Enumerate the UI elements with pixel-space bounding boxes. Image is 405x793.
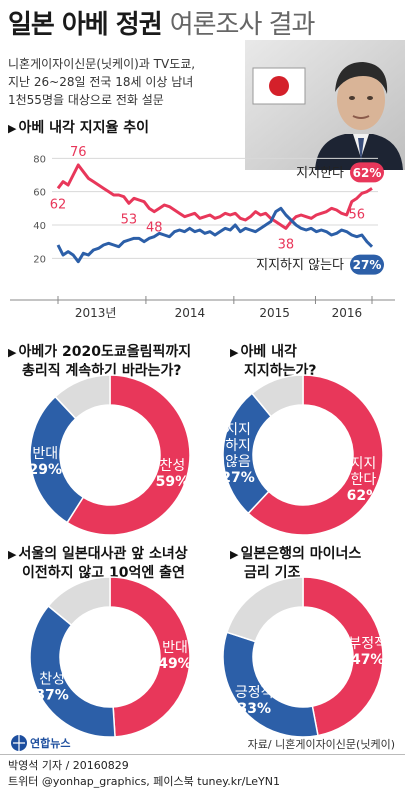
triangle-icon: ▶ <box>8 346 17 359</box>
logo-text: 연합뉴스 <box>30 736 70 750</box>
donut-title-line: 아베 내각 <box>240 344 297 360</box>
donut-title-line: 이전하지 않고 10억엔 출연 <box>22 565 185 581</box>
slice-label: 한다 <box>351 472 377 488</box>
slice-value: 33% <box>237 701 271 717</box>
slice-value: 62% <box>347 488 381 504</box>
series-line-support <box>56 163 373 230</box>
donut-slice <box>247 374 384 536</box>
slice-label: 반대 <box>162 640 188 656</box>
credit-line: 박영석 기자 / 20160829 <box>8 759 129 772</box>
end-value-label: 62% <box>353 166 382 180</box>
donut-title-line: 서울의 일본대사관 앞 소녀상 <box>18 546 188 562</box>
slice-label: 지지 <box>351 456 377 472</box>
donut-title-line: 금리 기조 <box>244 565 301 581</box>
donut-title-boj: ▶ 일본은행의 마이너스 금리 기조 <box>230 545 361 583</box>
slice-label: 지지 <box>225 422 251 438</box>
donut-slice <box>302 576 384 737</box>
source-note: 자료/ 니혼게이자이신문(닛케이) <box>247 738 395 751</box>
slice-label: 찬성 <box>39 672 65 688</box>
donut-slice <box>225 576 304 643</box>
y-tick-label: 60 <box>33 188 46 199</box>
slice-value: 29% <box>29 462 63 478</box>
triangle-icon: ▶ <box>8 548 17 561</box>
slice-value: 27% <box>221 470 255 486</box>
slice-label: 긍정적 <box>235 685 274 701</box>
portrait-photo <box>245 40 405 170</box>
end-value-badge <box>350 162 384 183</box>
slice-value: 37% <box>35 688 69 704</box>
x-tick-label: 2014 <box>175 306 206 320</box>
triangle-icon: ▶ <box>230 346 239 359</box>
series-name-label: 지지한다 <box>296 166 344 181</box>
line-chart: 20 40 60 80 2013년 2014 2015 2016 62% 지지한다 62 76 53 48… <box>10 145 395 320</box>
donut-slice <box>109 576 191 738</box>
data-label: 53 <box>121 212 138 227</box>
data-label: 48 <box>146 221 163 236</box>
donut-title-line: 일본은행의 마이너스 <box>240 546 362 562</box>
series-line-oppose <box>56 206 374 264</box>
subtitle: 니혼게이자이신문(닛케이)과 TV도쿄, 지난 26~28일 전국 18세 이상… <box>8 55 233 109</box>
y-tick-label: 20 <box>33 254 46 265</box>
credit: 박영석 기자 / 20160829 트위터 @yonhap_graphics, … <box>8 758 280 790</box>
yonhap-logo: 연합뉴스 <box>10 732 70 754</box>
data-label: 62 <box>50 197 67 212</box>
donut-slice <box>54 374 111 420</box>
donut-slice <box>66 374 191 536</box>
series-name-label: 지지하지 않는다 <box>256 258 344 273</box>
title-main: 일본 아베 정권 <box>8 10 163 40</box>
slice-label: 않음 <box>225 454 251 470</box>
slice-label: 찬성 <box>160 458 186 474</box>
slice-label: 반대 <box>32 446 58 462</box>
x-tick-label: 2013년 <box>75 306 117 320</box>
donut-title-support: ▶ 아베 내각 지지하는가? <box>230 343 317 381</box>
end-value-badge <box>350 254 384 275</box>
data-label: 76 <box>70 145 87 160</box>
data-label: 38 <box>278 237 295 252</box>
slice-label: 부정적 <box>348 636 387 652</box>
slice-value: 47% <box>351 652 385 668</box>
end-value-label: 27% <box>353 258 382 272</box>
footer-divider <box>0 754 405 755</box>
data-label: 56 <box>349 207 366 222</box>
portrait-icon <box>315 62 403 170</box>
y-tick-label: 40 <box>33 221 46 232</box>
page-title: 일본 아베 정권 여론조사 결과 <box>8 4 316 41</box>
slice-label: 하지 <box>225 438 251 454</box>
slice-value: 59% <box>156 474 190 490</box>
line-chart-title: ▶ 아베 내각 지지율 추이 <box>8 119 149 138</box>
subtitle-line: 니혼게이자이신문(닛케이)과 TV도쿄, <box>8 57 196 71</box>
donut-title-olympics: ▶ 아베가 2020도쿄올림픽까지 총리직 계속하기 바라는가? <box>8 343 191 381</box>
y-tick-label: 80 <box>33 154 46 165</box>
donut-slice <box>222 631 319 738</box>
subtitle-line: 지난 26~28일 전국 18세 이상 남녀 <box>8 75 194 89</box>
title-sub: 여론조사 결과 <box>169 10 316 40</box>
donut-title-statue: ▶ 서울의 일본대사관 앞 소녀상 이전하지 않고 10억엔 출연 <box>8 545 188 583</box>
triangle-icon: ▶ <box>8 122 17 135</box>
donut-title-line: 아베가 2020도쿄올림픽까지 <box>18 344 192 360</box>
triangle-icon: ▶ <box>230 548 239 561</box>
donut-title-line: 총리직 계속하기 바라는가? <box>22 363 182 379</box>
line-chart-title-text: 아베 내각 지지율 추이 <box>18 120 150 136</box>
japan-flag-icon <box>252 67 306 105</box>
donut-slice <box>250 374 304 418</box>
credit-line: 트위터 @yonhap_graphics, 페이스북 tuney.kr/LeYN… <box>8 775 280 788</box>
x-tick-label: 2016 <box>332 306 363 320</box>
donut-slice <box>29 604 116 738</box>
slice-value: 49% <box>158 656 192 672</box>
x-tick-label: 2015 <box>259 306 290 320</box>
donut-slice <box>47 576 111 627</box>
subtitle-line: 1천55명을 대상으로 전화 설문 <box>8 93 164 107</box>
